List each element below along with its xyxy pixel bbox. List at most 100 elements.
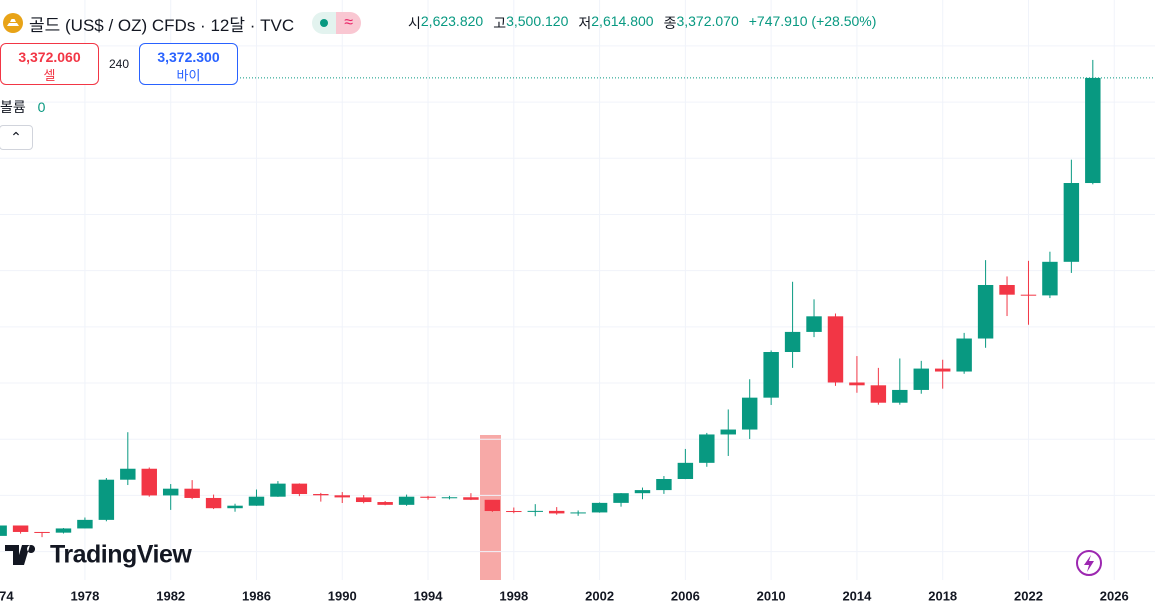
volume-legend: 볼륨 0 — [0, 97, 45, 117]
x-tick-label: 2026 — [1100, 588, 1129, 603]
candle-body — [484, 499, 501, 512]
candle-body — [291, 483, 308, 495]
candle-body — [227, 505, 243, 509]
candle-body — [827, 316, 844, 383]
spread: 240 — [109, 57, 130, 71]
candle-body — [141, 468, 157, 496]
buy-label: 바이 — [176, 68, 201, 83]
symbol-title[interactable]: 골드 (US$ / OZ) CFDs · 12달 · TVC — [29, 15, 295, 35]
market-status[interactable] — [312, 12, 337, 34]
volume-label: 볼륨 — [0, 99, 26, 115]
candle-body — [34, 531, 50, 533]
candle-body — [334, 495, 350, 498]
symbol-icon — [3, 13, 23, 33]
candle-body — [613, 493, 629, 503]
candle-body — [1085, 77, 1101, 184]
x-tick-label: 1974 — [0, 588, 14, 603]
x-tick-label: 2006 — [671, 588, 700, 603]
high-value: 3,500.120 — [506, 13, 569, 29]
brand-logo — [5, 545, 36, 565]
x-tick-label: 1990 — [328, 588, 357, 603]
x-tick-label: 2010 — [757, 588, 786, 603]
x-tick-label: 1994 — [414, 588, 444, 603]
sell-button[interactable]: 3,372.060 셀 — [0, 43, 99, 85]
candle-body — [184, 488, 200, 498]
candle-body — [98, 479, 115, 520]
high-label: 고 — [493, 15, 507, 31]
buy-button[interactable]: 3,372.300 바이 — [139, 43, 238, 85]
candle-body — [806, 316, 822, 332]
candle-body — [977, 284, 994, 339]
candle-body — [849, 382, 865, 386]
collapse-button[interactable]: ⌃ — [0, 125, 33, 150]
candle-body — [634, 490, 651, 494]
candle-body — [355, 497, 372, 503]
candle-body — [205, 497, 222, 509]
x-axis-band — [0, 580, 1155, 609]
sell-label: 셀 — [43, 68, 56, 83]
x-tick-label: 2018 — [928, 588, 957, 603]
candle-body — [570, 512, 586, 514]
candle-body — [162, 488, 179, 496]
brand: TradingView — [50, 541, 192, 569]
x-tick-label: 1978 — [70, 588, 99, 603]
x-tick-label: 1982 — [156, 588, 185, 603]
plot — [0, 0, 1155, 580]
candle-body — [870, 385, 887, 403]
candle-body — [313, 494, 329, 496]
close-value: 3,372.070 — [676, 13, 739, 29]
candle-body — [398, 496, 415, 505]
candle-body — [527, 510, 543, 512]
candle-body — [120, 468, 136, 480]
candle-body — [699, 434, 715, 463]
candle-body — [1020, 294, 1037, 296]
candle-body — [892, 389, 908, 403]
sell-price: 3,372.060 — [18, 49, 81, 65]
candle-body — [999, 284, 1015, 295]
candle-body — [0, 525, 7, 536]
lightning-icon[interactable] — [1076, 550, 1102, 576]
candle-body — [677, 462, 694, 479]
candle-body — [1042, 261, 1058, 296]
candle-body — [55, 528, 72, 533]
candle-body — [248, 496, 265, 506]
lightning-glyph — [1084, 555, 1094, 572]
buy-price: 3,372.300 — [157, 49, 220, 65]
delayed-status[interactable]: ≈ — [336, 12, 362, 34]
candle-body — [591, 502, 608, 513]
x-tick-label: 1998 — [499, 588, 528, 603]
low-value: 2,614.800 — [591, 13, 654, 29]
candle-body — [763, 352, 779, 398]
candle-body — [934, 368, 951, 372]
x-tick-label: 2022 — [1014, 588, 1043, 603]
candle-body — [784, 331, 801, 353]
candle-body — [913, 368, 929, 390]
change-value: +747.910 (+28.50%) — [748, 13, 877, 29]
low-label: 저 — [578, 15, 592, 31]
candle-body — [741, 397, 758, 430]
candle-body — [506, 511, 522, 513]
candle-body — [956, 338, 972, 372]
candle-body — [270, 483, 286, 497]
open-label: 시 — [408, 15, 421, 31]
candle-body — [420, 496, 436, 498]
candle-body — [1063, 183, 1080, 262]
candle-body — [12, 525, 29, 532]
x-tick-label: 2014 — [842, 588, 872, 603]
x-tick-label: 1986 — [242, 588, 271, 603]
candle-body — [77, 519, 93, 529]
candle-body — [463, 497, 479, 500]
candle-body — [377, 502, 393, 505]
header: 골드 (US$ / OZ) CFDs · 12달 · TVC ≈ — [0, 10, 362, 36]
x-tick-label: 2002 — [585, 588, 614, 603]
candle-body — [441, 497, 458, 499]
open-value: 2,623.820 — [420, 13, 484, 29]
volume-value: 0 — [37, 99, 46, 115]
candle-body — [656, 478, 672, 491]
x-axis: 1974 1978 1982 1986 1990 1994 1998 2002 2006 2010… — [0, 588, 1129, 603]
candle-body — [548, 510, 565, 514]
close-label: 종 — [663, 15, 677, 31]
ohlc-legend: 시 2,623.820 고 3,500.120 저 2,614.800 종 3,372.… — [408, 13, 886, 33]
